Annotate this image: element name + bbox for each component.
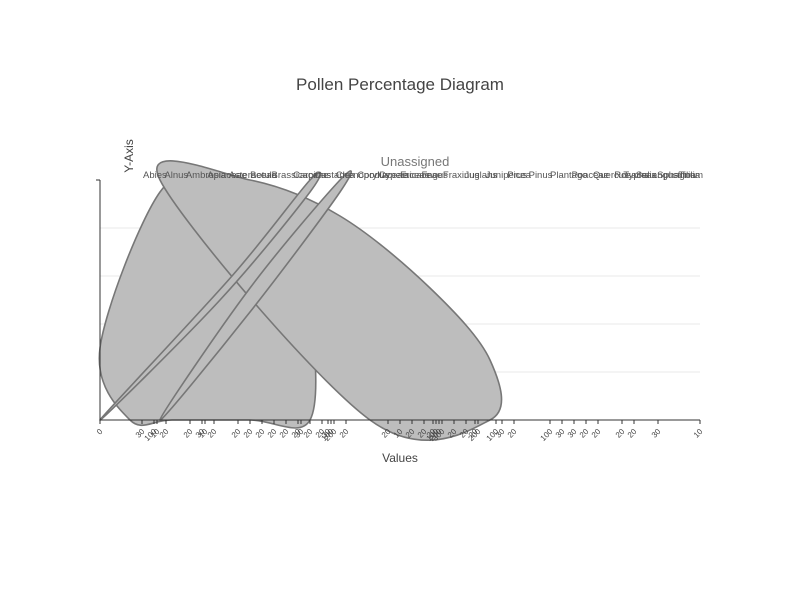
series-curve-2 — [156, 160, 503, 442]
x-tick-label: 30 — [650, 427, 663, 440]
taxon-label: Fagus — [422, 170, 449, 181]
taxon-label: Quercus — [593, 170, 629, 181]
x-tick-label: 0 — [95, 427, 105, 437]
taxon-label: Cyperaceae — [379, 170, 430, 181]
taxon-label: Chenopodiaceae — [336, 170, 408, 181]
taxon-label: Abies — [143, 170, 167, 181]
taxon-label: Ericaceae — [400, 170, 442, 181]
taxon-label: Tilia — [679, 170, 697, 181]
taxon-label: Brassicaceae — [272, 170, 329, 181]
taxon-label: Castanea — [314, 170, 355, 181]
x-axis-label: Values — [382, 451, 418, 465]
taxon-label: Poaceae — [571, 170, 609, 181]
taxon-label: Typha angustifolia — [623, 170, 700, 181]
taxon-label: Ambrosia — [186, 170, 227, 181]
taxon-label: Picea — [507, 170, 531, 181]
taxon-label: Apiaceae — [207, 170, 247, 181]
series-curve-4 — [159, 170, 353, 421]
taxon-label: Juniperus — [486, 170, 527, 181]
taxon-label: Pinus — [529, 170, 553, 181]
taxon-label: Alnus — [164, 170, 188, 181]
x-tick-label: 10 — [692, 427, 705, 440]
taxon-label: Plantago — [550, 170, 588, 181]
taxon-label: Fraxinus — [443, 170, 480, 181]
taxon-label: Asteraceae — [229, 170, 277, 181]
taxon-label: Salix — [636, 170, 657, 181]
taxon-label: Rosaceae — [614, 170, 657, 181]
taxon-labels: AbiesAlnusAmbrosiaApiaceaeAsteraceaeBetu… — [143, 170, 703, 181]
taxon-label: Juglans — [464, 170, 497, 181]
x-tick-label: 20 — [506, 427, 519, 440]
taxon-label: Sphagnum — [657, 170, 703, 181]
chart-title: Pollen Percentage Diagram — [296, 75, 504, 94]
series-curve-3 — [99, 171, 322, 421]
x-tick-label: 20 — [590, 427, 603, 440]
x-tick-label: 20 — [206, 427, 219, 440]
taxon-label: Corylus — [357, 170, 389, 181]
x-tick-label: 20 — [158, 427, 171, 440]
curves — [98, 160, 503, 442]
y-axis-label: Y-Axis — [122, 139, 136, 173]
x-tick-label: 20 — [626, 427, 639, 440]
taxon-label: Betula — [250, 170, 278, 181]
chart-subtitle: Unassigned — [381, 154, 450, 169]
x-tick-label: 20 — [338, 427, 351, 440]
taxon-label: Carpinus — [293, 170, 331, 181]
x-tick-label: 100 — [539, 427, 555, 443]
